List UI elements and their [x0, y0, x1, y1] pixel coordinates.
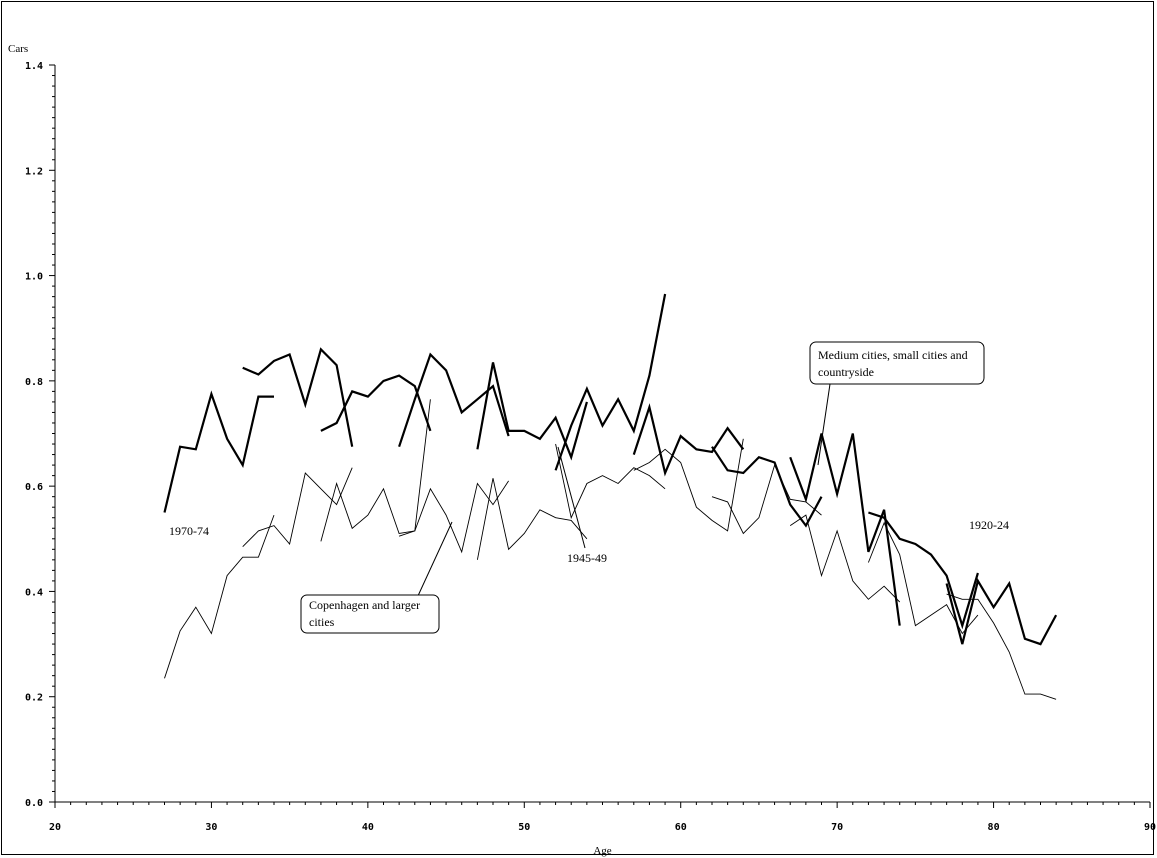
medium-series-line-8	[789, 433, 901, 626]
y-tick-label: 0.4	[25, 587, 43, 598]
medium-series-line-2	[320, 374, 432, 432]
medium-label-line2: countryside	[818, 365, 874, 379]
medium-series-line-1	[242, 347, 354, 447]
copenhagen-series-line-19	[789, 514, 901, 603]
y-tick-label: 1.0	[25, 272, 43, 283]
medium-series-line-7	[711, 446, 823, 528]
annotations: Medium cities, small cities and countrys…	[169, 341, 1009, 634]
medium-series-line-4	[476, 362, 588, 461]
x-tick-label: 90	[1144, 822, 1156, 833]
medium-label-box	[809, 341, 985, 385]
medium-series-line-0	[163, 390, 274, 513]
x-tick-label: 70	[831, 822, 843, 833]
copenhagen-series-line-15	[476, 478, 588, 560]
copenhagen-series-line-20	[867, 521, 979, 635]
copenhagen-series-line-16	[555, 443, 666, 520]
x-tick-label: 50	[518, 822, 530, 833]
copenhagen-series-line-21	[946, 593, 1057, 700]
y-tick-label: 1.2	[25, 166, 43, 177]
copenhagen-label-box	[300, 594, 440, 634]
cohort-1970-label: 1970-74	[169, 524, 209, 538]
copenhagen-series-line-12	[242, 467, 353, 548]
x-tick-label: 20	[49, 822, 61, 833]
copenhagen-leader-line	[416, 521, 453, 599]
axes: 0.0 0.2 0.4 0.6 0.8 1.0 1.2 1.4 20 30 40 50 60 70 80 90…	[8, 43, 1156, 857]
y-axis-title: Cars	[8, 43, 28, 55]
x-tick-label: 80	[988, 822, 1000, 833]
x-tick-label: 30	[205, 822, 217, 833]
y-tick-label: 0.8	[25, 377, 43, 388]
medium-leader-line	[817, 383, 831, 466]
copenhagen-series-line-11	[164, 514, 275, 679]
x-tick-label: 40	[362, 822, 374, 833]
x-tick-label: 60	[675, 822, 687, 833]
cohort-1945-label: 1945-49	[567, 551, 607, 565]
y-tick-label: 0.0	[25, 798, 43, 809]
cohort-1920-label: 1920-24	[969, 518, 1009, 532]
copenhagen-label-line2: cities	[309, 615, 335, 629]
medium-series-line-6	[632, 403, 745, 477]
copenhagen-series-line-14	[398, 480, 509, 554]
y-tick-label: 1.4	[25, 61, 43, 72]
medium-series-line-3	[398, 352, 510, 448]
copenhagen-series-line-18	[711, 463, 822, 535]
copenhagen-series-line-17	[633, 438, 744, 532]
medium-series-line-9	[868, 511, 979, 630]
cohort-1945-leader-line	[557, 446, 586, 549]
copenhagen-label-line1: Copenhagen and larger	[309, 598, 420, 612]
medium-series-line-5	[554, 293, 667, 471]
series-layer	[163, 293, 1058, 700]
x-axis-title: Age	[593, 845, 611, 857]
y-tick-label: 0.2	[25, 693, 43, 704]
y-tick-label: 0.6	[25, 482, 43, 493]
medium-label-line1: Medium cities, small cities and	[818, 348, 968, 362]
medium-series-line-10	[945, 578, 1058, 646]
